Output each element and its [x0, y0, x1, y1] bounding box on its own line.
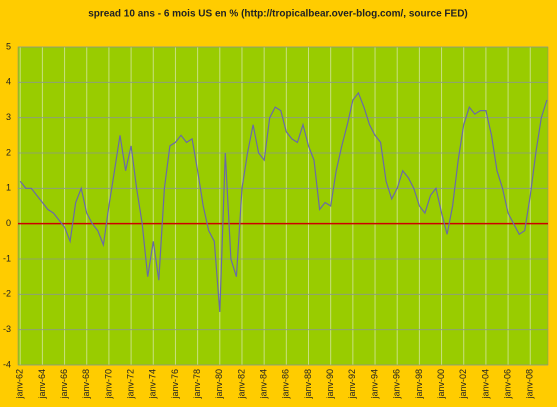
- y-tick-label: 5: [6, 41, 11, 51]
- x-tick-label: janv-06: [502, 369, 512, 400]
- y-tick-label: -3: [3, 324, 11, 334]
- x-tick-label: janv-04: [480, 369, 490, 400]
- x-tick-label: janv-96: [392, 369, 402, 400]
- x-tick-label: janv-98: [414, 369, 424, 400]
- x-tick-label: janv-70: [103, 369, 113, 400]
- y-tick-label: -1: [3, 253, 11, 263]
- data-line: [19, 91, 548, 313]
- y-tick-label: 0: [6, 218, 11, 228]
- x-tick-label: janv-64: [37, 369, 47, 400]
- x-tick-label: janv-08: [525, 369, 535, 400]
- x-tick-label: janv-78: [192, 369, 202, 400]
- x-tick-label: janv-82: [236, 369, 246, 400]
- y-tick-label: 1: [6, 183, 11, 193]
- x-tick-label: janv-76: [170, 369, 180, 400]
- x-tick-label: janv-86: [281, 369, 291, 400]
- y-tick-label: 3: [6, 112, 11, 122]
- y-tick-label: 2: [6, 147, 11, 157]
- x-tick-label: janv-94: [369, 369, 379, 400]
- x-tick-label: janv-00: [436, 369, 446, 400]
- x-tick-label: janv-90: [325, 369, 335, 400]
- x-tick-label: janv-72: [125, 369, 135, 400]
- x-tick-label: janv-68: [81, 369, 91, 400]
- y-tick-label: -2: [3, 289, 11, 299]
- plot-area: [17, 46, 549, 366]
- x-tick-label: janv-92: [347, 369, 357, 400]
- x-tick-label: janv-80: [214, 369, 224, 400]
- x-tick-label: janv-66: [59, 369, 69, 400]
- x-tick-label: janv-88: [303, 369, 313, 400]
- x-tick-label: janv-74: [148, 369, 158, 400]
- y-tick-label: -4: [3, 359, 11, 369]
- x-tick-label: janv-62: [15, 369, 25, 400]
- x-tick-label: janv-84: [259, 369, 269, 400]
- x-tick-label: janv-02: [458, 369, 468, 400]
- chart-title: spread 10 ans - 6 mois US en % (http://t…: [88, 9, 468, 20]
- y-tick-label: 4: [6, 77, 11, 87]
